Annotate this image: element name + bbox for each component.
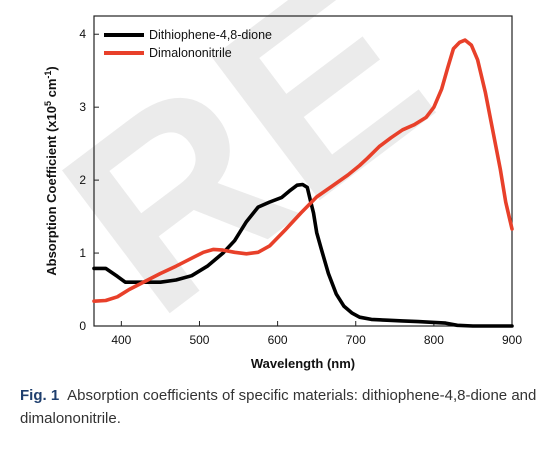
series-layer [92, 38, 514, 328]
y-tick-label: 2 [79, 173, 86, 187]
x-tick-label: 500 [189, 333, 209, 347]
y-tick-label: 1 [79, 246, 86, 260]
legend-label-dimalononitrile: Dimalononitrile [149, 46, 232, 60]
plot-frame [93, 15, 513, 327]
x-tick-label: 600 [268, 333, 288, 347]
y-tick-label: 4 [79, 27, 86, 41]
y-axis-label-main: Absorption Coefficient (x10 [44, 106, 59, 276]
series-line-dithiophene [92, 182, 514, 328]
legend: Dithiophene-4,8-dione Dimalononitrile [104, 28, 272, 60]
x-tick-label: 900 [502, 333, 522, 347]
x-tick-label: 700 [346, 333, 366, 347]
x-axis-ticks: 400 500 600 700 800 900 [111, 321, 522, 347]
y-axis-label: Absorption Coefficient (x105 cm-1) [43, 66, 59, 276]
legend-label-dithiophene: Dithiophene-4,8-dione [149, 28, 272, 42]
y-axis-ticks: 0 1 2 3 4 [79, 27, 99, 333]
x-tick-label: 800 [424, 333, 444, 347]
y-axis-label-mid: cm [44, 79, 59, 101]
caption-text: Absorption coefficients of specific mate… [20, 387, 537, 427]
caption-label: Fig. 1 [20, 387, 60, 404]
x-axis-label: Wavelength (nm) [251, 356, 355, 371]
y-axis-label-end: ) [44, 66, 59, 70]
series-line-dimalononitrile [92, 38, 514, 304]
y-axis-label-sup1: 5 [43, 101, 53, 106]
x-tick-label: 400 [111, 333, 131, 347]
y-tick-label: 0 [79, 319, 86, 333]
y-tick-label: 3 [79, 100, 86, 114]
y-axis-label-sup2: -1 [43, 71, 53, 79]
figure-caption: Fig. 1 Absorption coefficients of specifi… [20, 384, 540, 430]
